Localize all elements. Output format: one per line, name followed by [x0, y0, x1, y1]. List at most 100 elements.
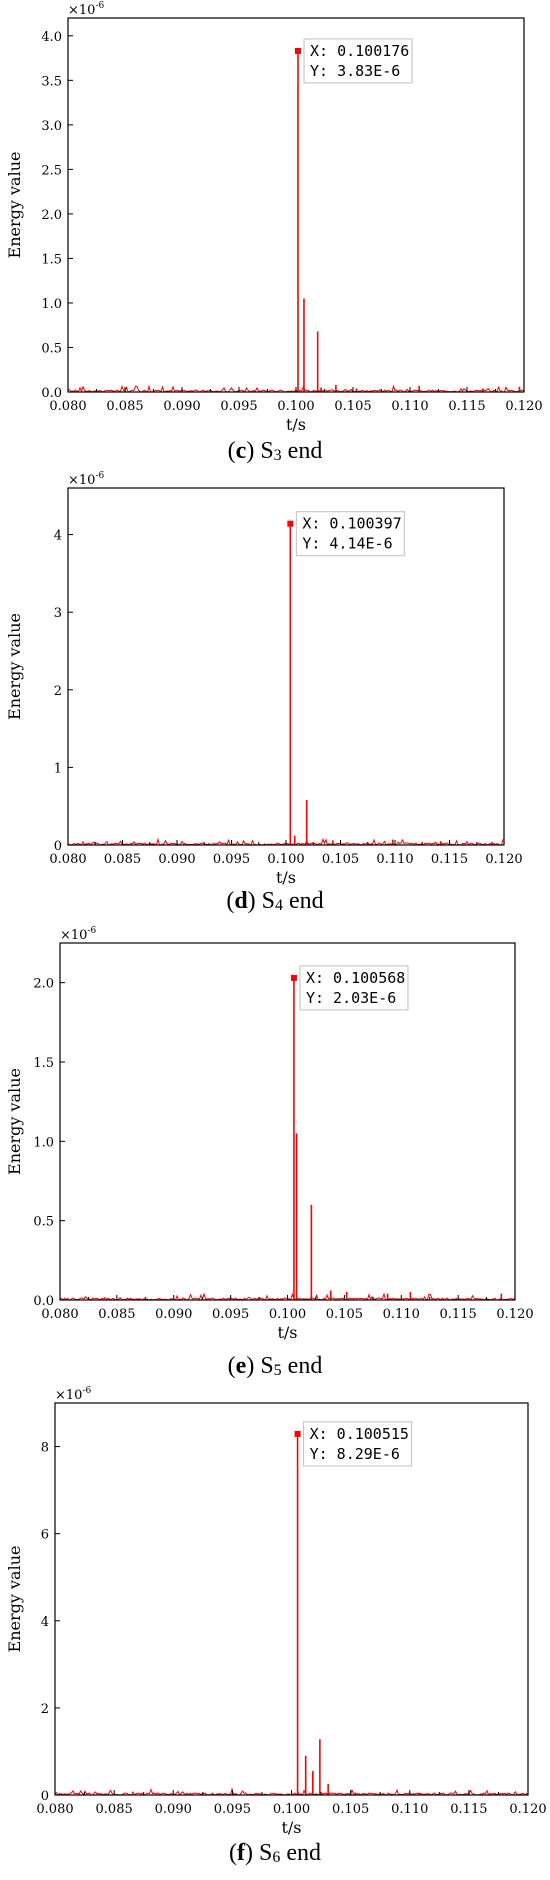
x-tick-label-4: 0.100 — [267, 852, 304, 867]
x-tick-label-7: 0.115 — [431, 852, 468, 867]
x-tick-label-4: 0.100 — [273, 1802, 310, 1817]
panel-caption: (d) S4 end — [0, 888, 550, 915]
x-tick-label-4: 0.100 — [269, 1307, 306, 1322]
caption-suffix: end — [281, 1353, 323, 1379]
x-tick-label-3: 0.095 — [220, 399, 257, 414]
y-tick-label-2: 1.0 — [33, 1135, 54, 1150]
x-tick-label-3: 0.095 — [212, 1307, 249, 1322]
y-multiplier-label: ×10-6 — [60, 926, 96, 943]
y-multiplier-exp: -6 — [87, 926, 96, 936]
x-tick-label-1: 0.085 — [98, 1307, 135, 1322]
y-multiplier-label: ×10-6 — [55, 1386, 91, 1403]
y-tick-label-7: 3.5 — [41, 74, 62, 89]
x-axis-label: t/s — [286, 415, 306, 434]
x-tick-label-1: 0.085 — [106, 399, 143, 414]
y-multiplier-exp: -6 — [95, 471, 104, 481]
y-tick-label-2: 1.0 — [41, 297, 62, 312]
y-tick-label-1: 1 — [54, 761, 62, 776]
caption-letter: f — [236, 1840, 245, 1866]
y-tick-label-3: 3 — [54, 606, 62, 621]
chart-panel-d: 0.080 0.085 0.090 0.095 0.100 0.105 0.110 0.115… — [0, 470, 550, 940]
x-tick-label-8: 0.120 — [509, 1802, 546, 1817]
panel-caption: (f) S6 end — [0, 1840, 550, 1867]
x-tick-label-2: 0.090 — [158, 852, 195, 867]
x-tick-label-5: 0.105 — [334, 399, 371, 414]
datatip-x-label: X: 0.100176 — [310, 42, 409, 60]
y-tick-label-8: 4.0 — [41, 30, 62, 45]
datatip-x-label: X: 0.100568 — [306, 969, 405, 987]
caption-open-paren: ( — [226, 888, 235, 914]
y-multiplier-label: ×10-6 — [68, 471, 104, 488]
y-tick-label-6: 3.0 — [41, 119, 62, 134]
caption-open-paren: ( — [227, 1353, 236, 1379]
y-multiplier-exp: -6 — [82, 1386, 91, 1396]
noise-floor — [67, 837, 504, 846]
datatip-box — [303, 38, 413, 84]
x-tick-label-4: 0.100 — [277, 399, 314, 414]
caption-sensor: S — [261, 888, 276, 914]
x-tick-label-7: 0.115 — [440, 1307, 477, 1322]
caption-suffix: end — [280, 1840, 321, 1866]
x-tick-label-1: 0.085 — [104, 852, 141, 867]
panel-caption: (e) S5 end — [0, 1353, 550, 1380]
y-axis-label: Energy value — [5, 152, 24, 259]
datatip-marker — [290, 974, 297, 981]
caption-sensor-index: 5 — [273, 1362, 282, 1379]
caption-suffix: end — [281, 438, 323, 464]
y-tick-label-3: 6 — [41, 1528, 49, 1543]
x-tick-label-6: 0.110 — [383, 1307, 420, 1322]
y-tick-label-4: 2.0 — [41, 208, 62, 223]
datatip-marker — [287, 520, 294, 527]
caption-sensor-index: 4 — [275, 897, 284, 914]
noise-floor — [59, 1292, 515, 1301]
x-tick-label-2: 0.090 — [155, 1307, 192, 1322]
x-tick-label-6: 0.110 — [391, 399, 428, 414]
x-tick-label-0: 0.080 — [36, 1802, 73, 1817]
y-tick-label-2: 2 — [54, 684, 62, 699]
chart-svg: 0.080 0.085 0.090 0.095 0.100 0.105 0.110 0.115… — [5, 471, 523, 887]
chart-panel-f: 0.080 0.085 0.090 0.095 0.100 0.105 0.110 0.115… — [0, 1385, 550, 1866]
plot-frame — [59, 942, 516, 1301]
panel-caption: (c) S3 end — [0, 438, 550, 465]
caption-close-paren: ) — [246, 438, 261, 464]
y-tick-label-0: 0 — [41, 1789, 49, 1804]
datatip-box — [299, 965, 409, 1011]
plot-frame — [67, 487, 505, 846]
x-tick-label-1: 0.085 — [96, 1802, 133, 1817]
caption-open-paren: ( — [228, 1840, 237, 1866]
caption-suffix: end — [283, 888, 324, 914]
x-tick-label-0: 0.080 — [49, 852, 86, 867]
chart-svg: 0.080 0.085 0.090 0.095 0.100 0.105 0.110 0.115… — [5, 1386, 547, 1837]
y-tick-label-1: 0.5 — [33, 1215, 54, 1230]
chart-panel-e: 0.080 0.085 0.090 0.095 0.100 0.105 0.110 0.115… — [0, 925, 550, 1395]
caption-sensor: S — [260, 438, 274, 464]
x-axis-label: t/s — [281, 1818, 301, 1837]
y-tick-label-2: 4 — [41, 1615, 49, 1630]
y-axis-label: Energy value — [5, 613, 24, 720]
y-tick-label-4: 8 — [41, 1441, 49, 1456]
datatip-y-label: Y: 8.29E-6 — [310, 1445, 400, 1463]
datatip-marker — [295, 47, 302, 54]
datatip-box — [303, 1421, 413, 1467]
y-axis-label: Energy value — [5, 1546, 24, 1653]
plot-frame — [54, 1402, 529, 1796]
caption-sensor: S — [258, 1840, 273, 1866]
datatip-y-label: Y: 3.83E-6 — [310, 62, 400, 80]
y-tick-label-0: 0 — [54, 839, 62, 854]
caption-letter: d — [234, 888, 248, 914]
y-tick-label-0: 0.0 — [33, 1294, 54, 1309]
x-tick-label-0: 0.080 — [49, 399, 86, 414]
x-tick-label-7: 0.115 — [448, 399, 485, 414]
y-tick-label-1: 0.5 — [41, 341, 62, 356]
x-tick-label-6: 0.110 — [391, 1802, 428, 1817]
datatip-x-label: X: 0.100397 — [302, 515, 401, 533]
chart-svg: 0.080 0.085 0.090 0.095 0.100 0.105 0.110 0.115… — [5, 1, 543, 434]
caption-close-paren: ) — [244, 1840, 259, 1866]
caption-close-paren: ) — [246, 1353, 261, 1379]
y-tick-label-0: 0.0 — [41, 386, 62, 401]
noise-floor — [67, 384, 525, 393]
chart-svg: 0.080 0.085 0.090 0.095 0.100 0.105 0.110 0.115… — [5, 926, 534, 1342]
x-tick-label-2: 0.090 — [155, 1802, 192, 1817]
x-tick-label-8: 0.120 — [485, 852, 522, 867]
